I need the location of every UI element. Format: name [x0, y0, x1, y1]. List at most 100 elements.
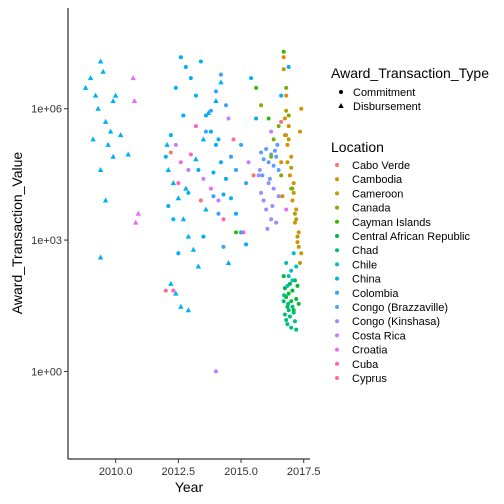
data-point	[269, 217, 274, 222]
data-point	[186, 167, 191, 172]
color-legend-key	[335, 347, 339, 352]
ticks: 2010.0 2012.5 2015.0 2017.5 1e+00 1e+03 1e+06	[31, 104, 320, 478]
data-point	[102, 197, 109, 203]
data-point	[276, 167, 281, 172]
data-point	[211, 194, 216, 199]
data-point	[201, 176, 206, 181]
data-point	[133, 219, 139, 225]
color-legend-label: Congo (Brazzaville)	[352, 302, 448, 314]
data-point	[290, 288, 295, 293]
data-point	[234, 230, 239, 235]
color-legend-label: Central African Republic	[352, 231, 471, 243]
data-point	[221, 244, 226, 249]
data-point	[281, 55, 286, 60]
data-point	[292, 319, 297, 324]
data-point	[110, 98, 116, 104]
legend: Award_Transaction_Type Commitment Disburs…	[331, 65, 489, 385]
data-point	[279, 119, 284, 124]
data-point	[135, 210, 141, 216]
data-point	[289, 325, 294, 330]
data-point	[286, 64, 291, 69]
data-point	[267, 176, 272, 181]
data-point	[289, 268, 294, 273]
data-point	[216, 198, 221, 203]
data-point	[271, 137, 276, 142]
data-point	[289, 186, 294, 191]
color-legend-label: Colombia	[352, 288, 399, 300]
data-point	[294, 207, 299, 212]
data-point	[176, 181, 181, 186]
data-point	[260, 173, 265, 178]
data-point	[223, 176, 228, 181]
color-legend-label: Costa Rica	[352, 330, 407, 342]
data-point	[188, 76, 193, 81]
color-legend-title: Location	[331, 139, 384, 155]
data-point	[164, 141, 170, 147]
color-legend-label: Cayman Islands	[352, 217, 431, 229]
color-legend-label: Croatia	[352, 345, 388, 357]
data-point	[261, 157, 266, 162]
data-point	[281, 299, 286, 304]
data-point	[280, 194, 285, 199]
data-point	[290, 278, 295, 283]
color-legend-key	[335, 163, 339, 167]
data-point	[117, 132, 124, 138]
data-point	[213, 89, 218, 94]
data-point	[168, 133, 173, 138]
color-legend-key	[335, 177, 339, 182]
data-point	[97, 58, 104, 64]
data-point	[168, 150, 173, 155]
data-point	[218, 160, 223, 165]
data-point	[266, 181, 271, 186]
x-axis-title: Year	[175, 479, 204, 495]
data-point	[163, 154, 168, 159]
data-point	[218, 79, 224, 85]
data-point	[110, 153, 116, 159]
data-point	[241, 230, 246, 235]
color-legend-label: Canada	[352, 203, 391, 215]
data-point	[296, 301, 301, 306]
color-legend-label: Cabo Verde	[352, 160, 410, 172]
data-point	[265, 226, 270, 231]
data-point	[276, 194, 281, 199]
data-point	[285, 160, 290, 165]
data-point	[205, 109, 212, 115]
data-point	[100, 68, 106, 74]
data-point	[274, 154, 279, 159]
data-point	[200, 136, 207, 142]
data-point	[171, 217, 176, 222]
data-point	[294, 327, 299, 332]
data-point	[173, 290, 179, 296]
data-point	[295, 283, 300, 288]
data-point	[95, 105, 101, 111]
data-point	[198, 198, 203, 203]
data-point	[294, 297, 299, 302]
data-point	[213, 98, 219, 104]
data-point	[295, 240, 300, 245]
data-point	[271, 186, 276, 191]
data-point	[285, 283, 290, 288]
data-point	[297, 129, 302, 134]
data-point	[294, 264, 299, 269]
data-point	[97, 166, 104, 172]
data-point	[112, 92, 119, 98]
color-legend-key	[335, 319, 339, 324]
data-point	[254, 85, 259, 90]
data-point	[190, 246, 197, 252]
color-legend-key	[335, 219, 339, 224]
data-point	[176, 251, 181, 256]
data-point	[284, 108, 289, 113]
shape-legend-key	[338, 103, 344, 108]
data-point	[82, 84, 89, 90]
data-point	[286, 274, 291, 279]
data-point	[196, 167, 201, 172]
data-point	[279, 160, 284, 165]
color-legend-key	[335, 361, 339, 366]
y-tick-label: 1e+00	[31, 366, 62, 378]
shape-legend-items: Commitment Disbursement	[338, 87, 421, 113]
data-point	[178, 55, 183, 60]
data-point	[279, 93, 284, 98]
color-legend-label: Cameroon	[352, 188, 403, 200]
data-point	[234, 167, 239, 172]
